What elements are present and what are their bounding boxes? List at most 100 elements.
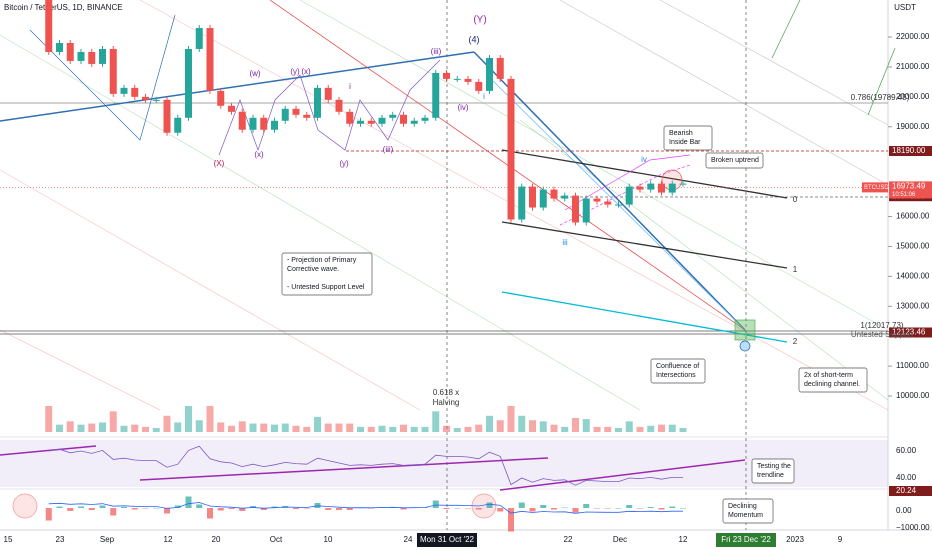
price-tag-label: 18190.00 xyxy=(892,146,926,155)
macd-bar xyxy=(454,508,461,509)
y-tick-label: 15000.00 xyxy=(896,242,930,251)
y-tick-label: 19000.00 xyxy=(896,122,930,131)
callout-text: Intersections xyxy=(656,372,696,379)
macd-bar xyxy=(271,506,278,508)
candle-body xyxy=(625,186,633,205)
x-tick-label: 24 xyxy=(404,535,413,544)
x-tick-label: 2023 xyxy=(786,535,804,544)
annotation: i xyxy=(349,82,351,91)
candle-body xyxy=(228,105,235,112)
volume-bar xyxy=(324,423,332,432)
macd-bar xyxy=(626,505,633,508)
volume-bar xyxy=(120,425,128,432)
candle-body xyxy=(647,183,655,190)
macd-bar xyxy=(572,508,579,513)
annotation: iii xyxy=(562,238,568,247)
candle-body xyxy=(389,114,397,118)
macd-bar xyxy=(217,508,224,511)
macd-bar xyxy=(400,508,407,510)
volume-bar xyxy=(174,422,182,432)
macd-bar xyxy=(583,504,590,508)
macd-bar xyxy=(432,500,439,508)
annotation: (4) xyxy=(469,34,480,44)
volume-bar xyxy=(658,424,665,432)
macd-bar xyxy=(561,507,568,508)
volume-bar xyxy=(432,411,440,432)
candle-body xyxy=(367,120,375,124)
macd-bar xyxy=(497,508,504,512)
candle-body xyxy=(77,51,85,61)
candle-body xyxy=(346,111,354,124)
annotation: 1(12017.73) xyxy=(860,321,903,330)
chart-title: Bitcoin / TetherUS, 1D, BINANCE xyxy=(4,3,123,12)
candle-body xyxy=(679,183,687,185)
macd-bar xyxy=(164,508,170,514)
candle-body xyxy=(357,120,364,124)
x-tick-label: 12 xyxy=(679,535,688,544)
volume-bar xyxy=(378,425,386,432)
macd-bar xyxy=(475,508,482,510)
macd-bar xyxy=(153,508,160,509)
macd-bar xyxy=(239,508,246,511)
y-tick-label: 10000.00 xyxy=(896,391,930,400)
macd-bar xyxy=(615,508,622,509)
macd-bar xyxy=(78,506,84,508)
volume-bar xyxy=(303,426,311,432)
y-tick-label: 11000.00 xyxy=(896,361,929,370)
annotation: (Y) xyxy=(473,15,486,26)
volume-bar xyxy=(281,423,289,432)
indicator-tick: 0.00 xyxy=(896,506,912,515)
y-tick-label: 14000.00 xyxy=(896,271,930,280)
callout-text: - Projection of Primary xyxy=(287,257,357,264)
candle-body xyxy=(400,114,407,124)
annotation: 0.618 x xyxy=(433,388,459,397)
channel-lines xyxy=(0,0,896,530)
indicator-tick: 40.00 xyxy=(896,473,917,482)
candle-body xyxy=(303,114,311,118)
candle-body xyxy=(271,120,278,130)
time-highlight xyxy=(716,533,776,547)
last-price: 16973.49 xyxy=(892,182,926,191)
callout-text: Bearish xyxy=(669,130,693,137)
annotation: (x) xyxy=(254,150,264,159)
volume-bar xyxy=(357,426,364,432)
macd-bar xyxy=(131,508,138,510)
candle-body xyxy=(324,87,332,100)
candle-body xyxy=(120,87,128,94)
volume-bar xyxy=(314,416,321,432)
macd-bar xyxy=(443,508,450,509)
callout-box xyxy=(663,125,713,151)
volume-bar xyxy=(389,426,397,432)
candle-body xyxy=(66,42,74,61)
candle-body xyxy=(496,57,504,79)
countdown: 10:51:06 xyxy=(892,192,916,198)
price-tag xyxy=(889,145,932,156)
volume-bar xyxy=(206,406,214,432)
candle-body xyxy=(185,48,192,118)
candle-body xyxy=(45,0,53,52)
candle-body xyxy=(421,117,429,121)
callout-box xyxy=(751,458,795,484)
volume-bar xyxy=(486,415,493,432)
macd-bar xyxy=(207,508,213,519)
macd-bar xyxy=(174,505,181,508)
callout-text: Inside Bar xyxy=(669,139,701,146)
candle-body xyxy=(593,198,601,202)
volume-bar xyxy=(99,422,106,432)
y-tick-label: 16000.00 xyxy=(896,212,930,221)
volume-bar xyxy=(271,424,278,432)
macd-bar xyxy=(389,507,396,508)
x-tick-label: 15 xyxy=(4,535,13,544)
macd-bar xyxy=(465,508,471,509)
volume-bar xyxy=(109,411,117,432)
candle-body xyxy=(604,201,612,205)
x-tick-label: 23 xyxy=(56,535,65,544)
volume-bar xyxy=(604,426,612,432)
volume-bar xyxy=(668,424,676,432)
volume-bar xyxy=(593,426,601,432)
candle-body xyxy=(475,81,483,91)
macd-bar xyxy=(99,505,106,508)
x-tick-label: Dec xyxy=(613,535,627,544)
macd-bar xyxy=(594,508,600,509)
volume-bar xyxy=(625,421,633,432)
